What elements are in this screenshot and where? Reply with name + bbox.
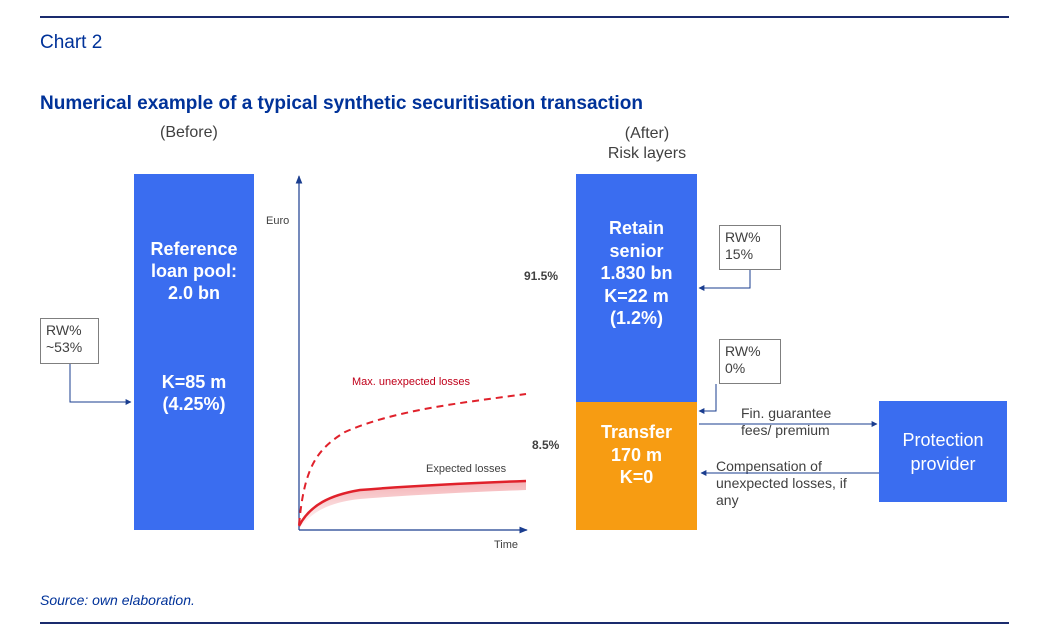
- compensation-flow-label: Compensation of unexpected losses, if an…: [716, 458, 847, 509]
- top-rule: [40, 16, 1009, 18]
- rw-before-value: ~53%: [46, 339, 83, 355]
- rw-before-label: RW%: [46, 322, 82, 338]
- expected-losses-shade: [299, 481, 526, 530]
- rw-senior-connector: [698, 270, 751, 291]
- rw-senior-value: 15%: [725, 246, 754, 262]
- pool-k-line-1: K=85 m: [161, 372, 227, 392]
- rw-transfer-label: RW%: [725, 343, 761, 359]
- max-unexpected-losses-label: Max. unexpected losses: [352, 376, 471, 388]
- bottom-rule: [40, 622, 1009, 624]
- x-axis-label: Time: [494, 539, 519, 551]
- reference-loan-pool-box: Reference loan pool: 2.0 bn K=85 m (4.25…: [134, 174, 254, 530]
- pool-line-3: 2.0 bn: [167, 283, 220, 303]
- chart-title: Numerical example of a typical synthetic…: [40, 93, 643, 114]
- rw-transfer-value: 0%: [725, 360, 746, 376]
- after-heading-line-2: Risk layers: [607, 145, 687, 162]
- senior-line-5: (1.2%): [609, 308, 663, 328]
- expected-losses-curve: [297, 479, 527, 527]
- before-heading: (Before): [160, 124, 218, 141]
- transfer-line-3: K=0: [619, 467, 654, 487]
- max-unexpected-losses-curve: [298, 393, 527, 526]
- compensation-line-2: unexpected losses, if: [716, 475, 847, 491]
- rw-senior-label: RW%: [725, 229, 761, 245]
- senior-line-1: Retain: [608, 218, 664, 238]
- rw-box-transfer: RW% 0%: [719, 339, 781, 384]
- transfer-line-1: Transfer: [600, 422, 673, 442]
- rw-before-connector: [69, 364, 132, 405]
- protection-provider-box: Protection provider: [879, 401, 1007, 502]
- provider-line-2: provider: [910, 453, 976, 474]
- rw-transfer-connector: [698, 384, 717, 414]
- pool-k-line-2: (4.25%): [162, 394, 226, 414]
- senior-line-2: senior: [609, 240, 664, 261]
- fees-line-2: fees/ premium: [741, 422, 830, 438]
- pool-line-2: loan pool:: [151, 261, 237, 281]
- senior-line-3: 1.830 bn: [600, 263, 673, 283]
- source-note: Source: own elaboration.: [40, 592, 195, 608]
- rw-box-senior: RW% 15%: [719, 225, 781, 270]
- expected-losses-label: Expected losses: [426, 463, 507, 475]
- provider-line-1: Protection: [902, 429, 984, 450]
- transfer-line-2: 170 m: [610, 444, 663, 465]
- after-heading: (After) Risk layers: [575, 124, 719, 164]
- rw-box-before: RW% ~53%: [40, 318, 99, 364]
- compensation-line-1: Compensation of: [716, 458, 822, 474]
- after-heading-line-1: (After): [624, 125, 670, 142]
- retain-senior-box: Retain senior 1.830 bn K=22 m (1.2%): [576, 174, 697, 402]
- chart-number: Chart 2: [40, 32, 103, 53]
- fees-line-1: Fin. guarantee: [741, 405, 832, 421]
- transfer-box: Transfer 170 m K=0: [576, 402, 697, 530]
- compensation-line-3: any: [716, 492, 739, 508]
- pool-line-1: Reference: [150, 239, 238, 259]
- y-axis-label: Euro: [266, 215, 290, 227]
- senior-percentage: 91.5%: [524, 269, 559, 283]
- transfer-percentage: 8.5%: [532, 438, 560, 452]
- fees-flow-label: Fin. guarantee fees/ premium: [741, 405, 831, 439]
- senior-line-4: K=22 m: [604, 285, 669, 306]
